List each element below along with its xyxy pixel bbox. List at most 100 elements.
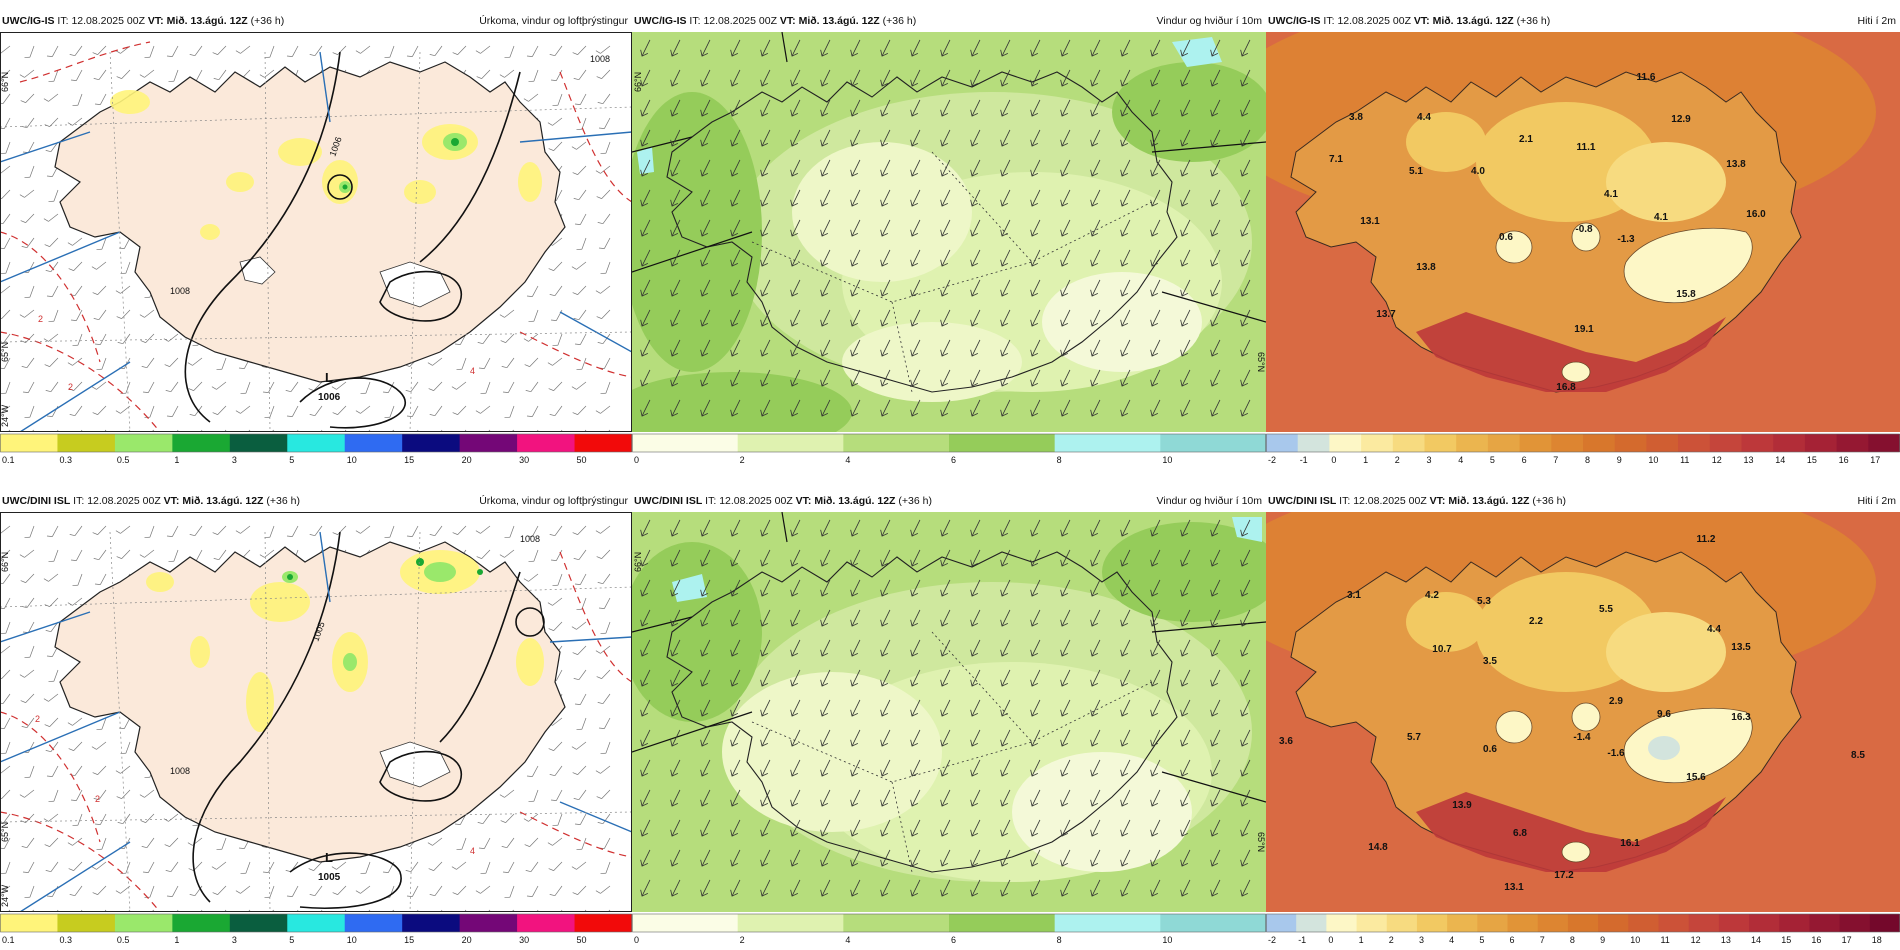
colorbar-label: -2	[1268, 455, 1276, 465]
temperature-value: 14.8	[1368, 842, 1388, 853]
isobar-label: 1008	[170, 766, 190, 776]
arrow-icon	[1180, 549, 1191, 567]
colorbar-swatch	[1836, 434, 1869, 452]
temp-panel-row2[interactable]: UWC/DINI ISL IT: 12.08.2025 00Z VT: Mið.…	[1266, 492, 1900, 948]
arrow-icon	[910, 309, 921, 327]
arrow-icon	[910, 729, 921, 747]
wind-barb-icon	[0, 237, 11, 249]
arrow-icon	[1240, 729, 1251, 747]
arrow-icon	[940, 609, 951, 627]
arrow-icon	[730, 339, 741, 357]
wind-barb-icon	[600, 621, 611, 634]
temperature-value: 4.1	[1604, 189, 1618, 200]
arrow-icon	[820, 639, 831, 657]
row-2: UWC/DINI ISL IT: 12.08.2025 00Z VT: Mið.…	[0, 492, 1900, 948]
colorbar-label: 6	[1522, 455, 1527, 465]
arrow-icon	[1120, 189, 1131, 207]
wind-barb-icon	[21, 837, 35, 849]
colorbar-swatch	[1297, 434, 1330, 452]
arrow-icon	[760, 669, 771, 687]
temp-map[interactable]: 11.2 3.1 4.2 5.3 5.5 2.2 4.4 10.7 3.5 13.5 2.9 9.6 1…	[1266, 512, 1900, 912]
arrow-icon	[1240, 699, 1251, 717]
arrow-icon	[940, 309, 951, 327]
arrow-icon	[850, 219, 861, 237]
arrow-icon	[1060, 159, 1071, 177]
wind-barb-icon	[475, 885, 491, 894]
wind-barb-icon	[91, 381, 107, 390]
wind-panel-row1[interactable]: UWC/IG-IS IT: 12.08.2025 00Z VT: Mið. 13…	[632, 12, 1266, 468]
init-time: 12.08.2025 00Z	[703, 15, 777, 27]
wind-map[interactable]: 66°N 65°N	[632, 32, 1266, 432]
wind-barb-icon	[45, 741, 59, 753]
arrow-icon	[850, 399, 861, 417]
arrow-icon	[850, 309, 861, 327]
precip-panel-row1[interactable]: UWC/IG-IS IT: 12.08.2025 00Z VT: Mið. 13…	[0, 12, 632, 468]
arrow-icon	[1210, 669, 1221, 687]
wind-barb-icon	[235, 885, 251, 894]
wind-barb-icon	[212, 45, 227, 55]
arrow-icon	[940, 639, 951, 657]
wind-barb-icon	[92, 405, 107, 415]
wind-barb-icon	[45, 381, 59, 393]
precip-panel-row2[interactable]: UWC/DINI ISL IT: 12.08.2025 00Z VT: Mið.…	[0, 492, 632, 948]
arrow-icon	[880, 549, 891, 567]
arrow-icon	[700, 309, 711, 327]
arrow-icon	[670, 189, 681, 207]
wind-barb-icon	[574, 573, 587, 585]
arrow-icon	[910, 639, 921, 657]
wind-barb-icon	[384, 45, 395, 58]
wind-barb-icon	[240, 861, 251, 874]
arrow-icon	[730, 759, 741, 777]
wind-barb-icon	[69, 525, 83, 537]
wind-barb-icon	[574, 333, 587, 345]
wind-panel-row2[interactable]: UWC/DINI ISL IT: 12.08.2025 00Z VT: Mið.…	[632, 492, 1266, 948]
arrow-icon	[1000, 639, 1011, 657]
model-name: UWC/IG-IS	[2, 15, 55, 27]
colorbar-swatch	[287, 434, 346, 452]
arrow-icon	[640, 39, 651, 57]
wind-barb-icon	[92, 765, 107, 775]
temperature-value: 0.6	[1499, 232, 1513, 243]
colorbar-label: 2	[1395, 455, 1400, 465]
colorbar-swatch	[1628, 914, 1659, 932]
wind-barb-icon	[456, 837, 467, 850]
temp-panel-row1[interactable]: UWC/IG-IS IT: 12.08.2025 00Z VT: Mið. 13…	[1266, 12, 1900, 468]
arrow-icon	[1150, 249, 1161, 267]
arrow-icon	[1030, 819, 1041, 837]
arrow-icon	[670, 519, 681, 537]
arrow-icon	[640, 699, 651, 717]
lead-time: (+36 h)	[1516, 15, 1551, 27]
wind-barb-icon	[427, 837, 443, 846]
precip-map[interactable]: L 1005 1005 1008 1008 2 4 2 66°N 65°N 24…	[0, 512, 632, 912]
arrow-icon	[880, 639, 891, 657]
arrow-icon	[1000, 789, 1011, 807]
wind-barb-icon	[572, 525, 587, 535]
temperature-value: 10.7	[1432, 644, 1452, 655]
wind-barb-icon	[477, 813, 491, 825]
colorbar-swatch	[737, 914, 844, 932]
wind-map[interactable]: 66°N 65°N	[632, 512, 1266, 912]
init-time: 12.08.2025 00Z	[1353, 495, 1427, 507]
wind-barb-icon	[360, 381, 371, 394]
precip-map[interactable]: L 1006 1006 1008 1008 2 4 2 66°N 65°N 24…	[0, 32, 632, 432]
init-label: IT:	[57, 15, 69, 27]
wind-barb-icon	[504, 885, 515, 898]
wind-barb-icon	[0, 741, 11, 754]
wind-barb-icon	[22, 381, 35, 393]
colorbar-swatch	[1709, 434, 1742, 452]
arrow-icon	[760, 159, 771, 177]
init-label: IT:	[689, 15, 701, 27]
arrow-icon	[820, 699, 831, 717]
colorbar-label: 20	[462, 455, 472, 465]
arrow-icon	[730, 309, 741, 327]
wind-barb-icon	[92, 285, 107, 295]
wind-barb-icon	[480, 861, 491, 874]
arrow-icon	[1180, 819, 1191, 837]
arrow-icon	[970, 279, 981, 297]
wind-barb-icon	[504, 525, 515, 538]
arrow-icon	[1210, 39, 1221, 57]
temp-map[interactable]: 11.6 3.8 4.4 12.9 2.1 11.1 7.1 5.1 4.0 13.8 4.1 16.…	[1266, 32, 1900, 432]
wind-barb-icon	[452, 45, 467, 55]
arrow-icon	[670, 129, 681, 147]
wind-barb-icon	[19, 189, 35, 198]
